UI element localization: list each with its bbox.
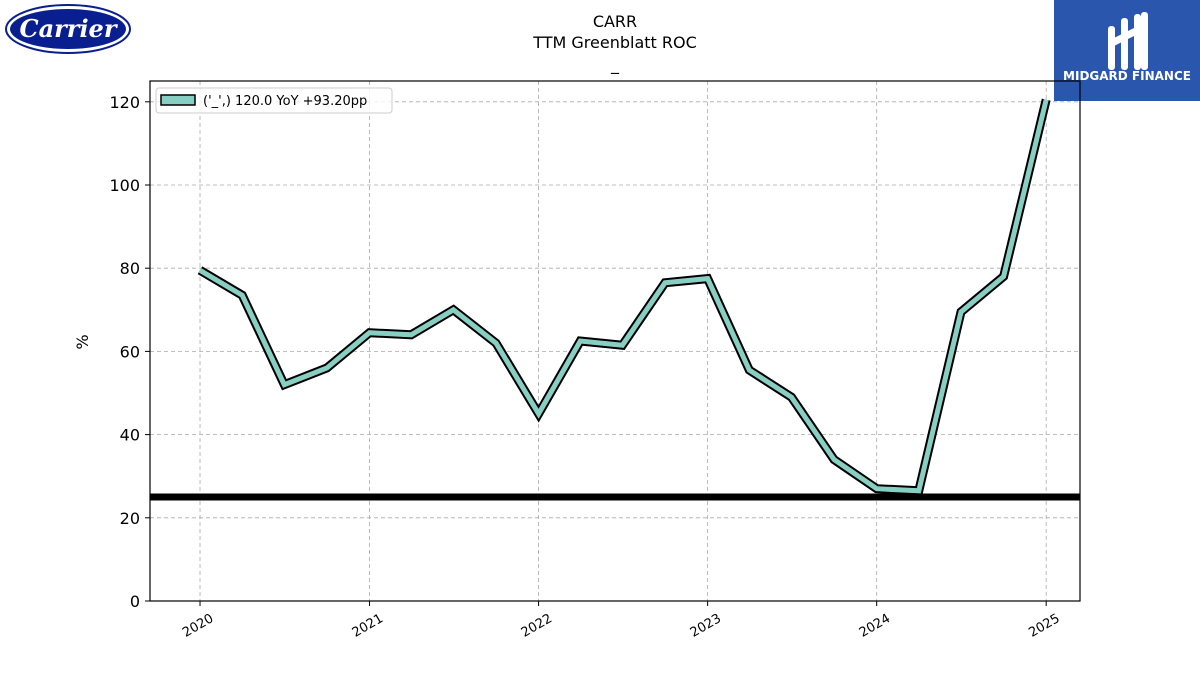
legend-box — [155, 87, 393, 114]
y-tick-label: 80 — [120, 259, 140, 278]
carrier-logo-text: Carrier — [20, 14, 119, 43]
carrier-logo-badge — [10, 9, 126, 49]
y-tick-label: 40 — [120, 426, 140, 445]
legend: ('_',) 120.0 YoY +93.20pp — [155, 87, 393, 114]
y-tick-label: 120 — [109, 93, 140, 112]
x-tick-label: 2024 — [857, 611, 893, 641]
x-tick-label: 2025 — [1026, 611, 1062, 641]
x-tick-label: 2021 — [350, 611, 386, 641]
series-line-outline — [197, 98, 1051, 496]
x-ticks: 2020 2021 2022 2023 2024 2025 — [180, 601, 1063, 641]
series-line — [198, 99, 1049, 494]
carrier-logo: Carrier — [5, 4, 131, 54]
grid — [150, 81, 1080, 602]
y-axis-label: % — [73, 334, 92, 349]
x-tick-label: 2023 — [688, 611, 724, 641]
y-tick-label: 60 — [120, 342, 140, 361]
y-ticks: 0 20 40 60 80 100 120 — [109, 93, 150, 611]
y-tick-label: 0 — [130, 592, 140, 611]
x-tick-label: 2020 — [180, 611, 216, 641]
chart-subtitle-2: _ — [610, 55, 620, 75]
plot-frame — [149, 80, 1081, 602]
legend-swatch — [160, 94, 196, 106]
midgard-logo-text: MIDGARD FINANCE — [1063, 69, 1191, 83]
chart-title: CARR — [593, 12, 637, 31]
y-tick-label: 100 — [109, 176, 140, 195]
chart-subtitle: TTM Greenblatt ROC — [532, 33, 697, 52]
series-layer — [197, 98, 1051, 496]
midgard-finance-logo: MIDGARD FINANCE — [1054, 0, 1200, 101]
x-tick-label: 2022 — [519, 611, 555, 641]
legend-label: ('_',) 120.0 YoY +93.20pp — [203, 94, 367, 109]
axes — [149, 80, 1081, 602]
y-tick-label: 20 — [120, 509, 140, 528]
midgard-emblem-icon — [1108, 12, 1148, 70]
